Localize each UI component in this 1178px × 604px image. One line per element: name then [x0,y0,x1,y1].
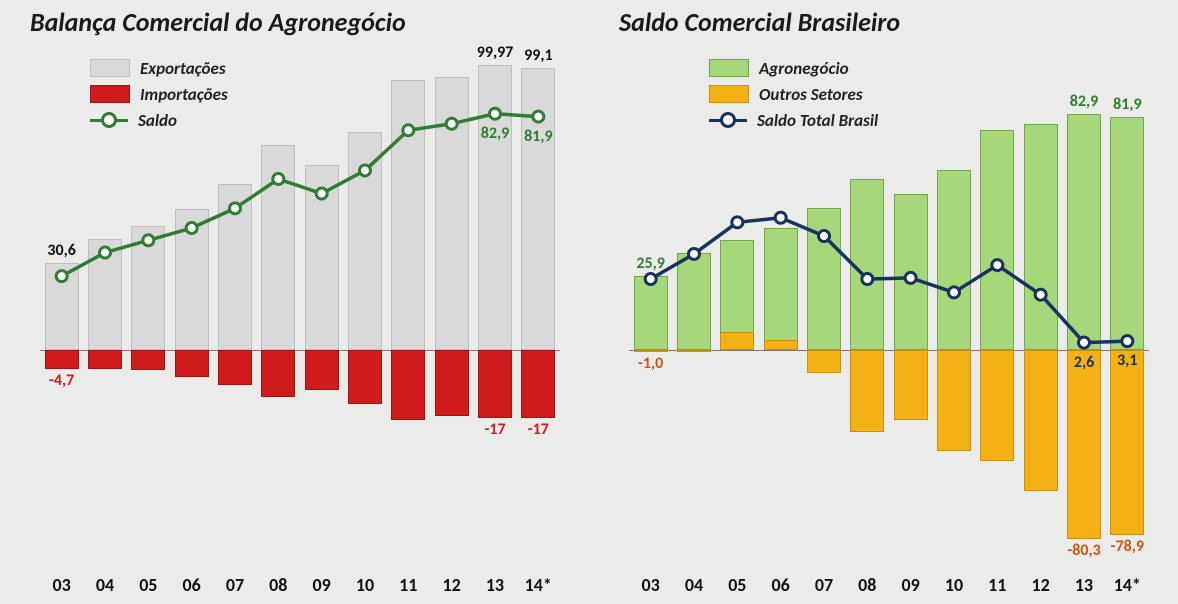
bar-outros [894,350,928,420]
x-axis-label: 14* [517,574,560,596]
bar-importacoes [478,350,512,418]
x-axis-label: 11 [387,574,430,596]
bar-outros [807,350,841,373]
data-label-outros: -78,9 [1111,537,1144,556]
data-label-exportacoes: 99,1 [524,46,552,65]
data-label-saldo: 82,9 [481,124,509,143]
bar-outros [764,340,798,350]
bar-agronegocio [677,253,711,350]
bar-importacoes [88,350,122,369]
plot-area: 25,9 82,9 81,9 -1,0 -80,3 -78,9 2,6 3,1 [629,0,1149,560]
bar-outros [1067,350,1101,539]
line-marker [775,212,786,223]
x-axis-label: 13 [1062,574,1105,596]
bar-exportacoes [521,68,555,350]
data-label-outros: -80,3 [1067,541,1100,560]
bar-agronegocio [894,194,928,350]
x-axis-label: 06 [170,574,213,596]
x-axis-label: 07 [802,574,845,596]
bar-agronegocio [1067,114,1101,350]
bar-outros [677,350,711,352]
bar-agronegocio [937,170,971,350]
bar-agronegocio [1110,117,1144,350]
x-axis-label: 09 [300,574,343,596]
bar-importacoes [218,350,252,385]
bar-exportacoes [261,145,295,350]
bar-agronegocio [980,130,1014,350]
x-axis-label: 12 [430,574,473,596]
bar-exportacoes [218,184,252,350]
chart-balanca-agronegocio: Balança Comercial do Agronegócio Exporta… [0,0,589,604]
x-axis-label: 04 [672,574,715,596]
x-axis-label: 10 [932,574,975,596]
data-label-outros: -1,0 [638,354,663,373]
x-axis-labels: 030405060708091011121314* [40,574,560,596]
bar-exportacoes [478,65,512,350]
bar-importacoes [305,350,339,390]
plot-area: 30,6 99,97 99,1 -4,7 -17 -17 82,9 81,9 [40,0,560,560]
data-label-exportacoes: 99,97 [477,43,514,62]
bar-outros [850,350,884,432]
bar-exportacoes [348,132,382,350]
data-label-saldo: 81,9 [524,127,552,146]
bar-exportacoes [435,77,469,350]
bar-agronegocio [1024,124,1058,350]
bar-importacoes [45,350,79,369]
bar-outros [1110,350,1144,535]
x-axis-label: 08 [257,574,300,596]
x-axis-labels: 030405060708091011121314* [629,574,1149,596]
bar-exportacoes [175,209,209,350]
bar-importacoes [261,350,295,397]
x-axis-label: 03 [629,574,672,596]
data-label-saldo_total: 3,1 [1117,351,1137,370]
bar-agronegocio [807,208,841,350]
data-label-importacoes: -17 [528,420,549,439]
x-axis-label: 05 [716,574,759,596]
x-axis-label: 11 [976,574,1019,596]
bar-outros [980,350,1014,461]
bar-importacoes [348,350,382,404]
x-axis-label: 09 [889,574,932,596]
data-label-importacoes: -17 [484,420,505,439]
bar-agronegocio [634,276,668,350]
bar-outros [634,350,668,352]
bar-importacoes [175,350,209,377]
bar-importacoes [521,350,555,418]
bar-importacoes [435,350,469,416]
bar-outros [937,350,971,451]
data-label-saldo_total: 2,6 [1074,353,1094,372]
x-axis-label: 04 [83,574,126,596]
bar-outros [720,332,754,350]
data-label-importacoes: -4,7 [49,371,74,390]
chart-saldo-brasileiro: Saldo Comercial Brasileiro Agronegócio O… [589,0,1178,604]
line-marker [732,217,743,228]
x-axis-label: 12 [1019,574,1062,596]
bar-importacoes [391,350,425,420]
x-axis-label: 08 [846,574,889,596]
data-label-agronegocio: 82,9 [1070,92,1098,111]
bar-exportacoes [305,165,339,350]
x-axis-label: 07 [213,574,256,596]
bar-agronegocio [764,228,798,350]
bar-importacoes [131,350,165,370]
bar-exportacoes [88,239,122,350]
bar-exportacoes [45,263,79,350]
x-axis-label: 10 [343,574,386,596]
bar-exportacoes [131,226,165,350]
x-axis-label: 05 [127,574,170,596]
bar-agronegocio [850,179,884,350]
x-axis-label: 03 [40,574,83,596]
x-axis-label: 14* [1106,574,1149,596]
bar-exportacoes [391,80,425,350]
bar-outros [1024,350,1058,491]
data-label-agronegocio: 25,9 [636,254,664,273]
x-axis-label: 06 [759,574,802,596]
data-label-exportacoes: 30,6 [47,241,75,260]
x-axis-label: 13 [473,574,516,596]
data-label-agronegocio: 81,9 [1113,95,1141,114]
